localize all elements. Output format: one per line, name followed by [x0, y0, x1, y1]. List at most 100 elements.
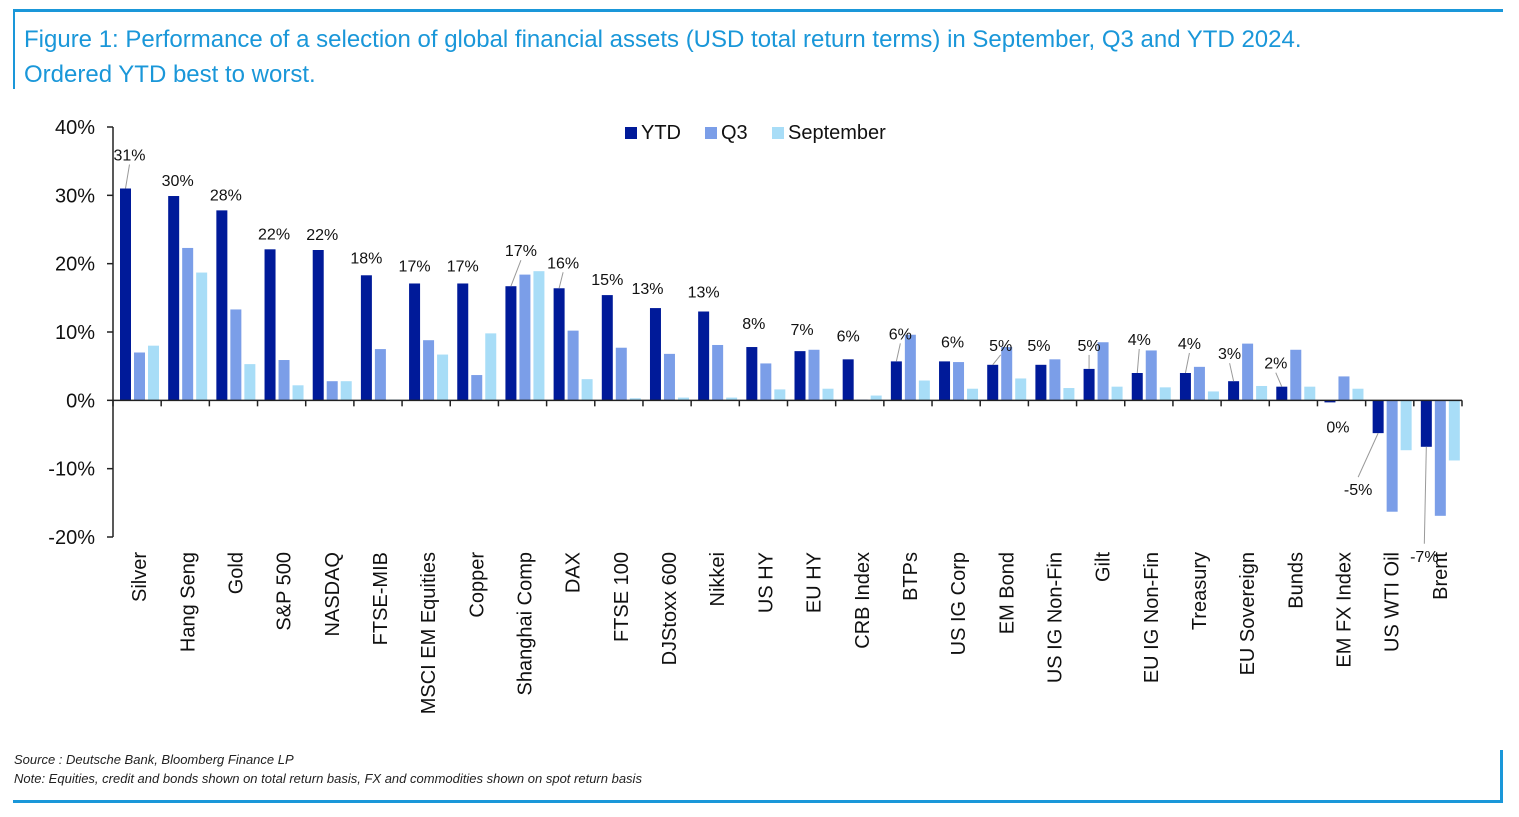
bar-ytd-eu-ig-non-fin	[1131, 373, 1143, 401]
x-category-label: Silver	[129, 552, 151, 602]
figure-title-line-1: Figure 1: Performance of a selection of …	[24, 26, 1302, 53]
frame-left-border	[13, 9, 15, 89]
data-label-ytd: 0%	[1326, 419, 1349, 436]
x-category-label: DJStoxx 600	[659, 552, 681, 665]
bar-september-us-hy	[774, 389, 786, 401]
bar-september-brent	[1448, 400, 1460, 461]
figure-title: Figure 1: Performance of a selection of …	[24, 22, 1504, 92]
legend-swatch-ytd	[625, 127, 637, 139]
x-category-label: CRB Index	[852, 552, 874, 649]
x-category-label: EU HY	[804, 552, 826, 613]
bar-q3-nasdaq	[326, 381, 338, 401]
bar-september-eu-hy	[822, 388, 834, 401]
data-label-leader	[510, 260, 522, 287]
data-label-ytd: 17%	[505, 243, 537, 260]
x-category-label: Shanghai Comp	[515, 552, 537, 695]
bar-ytd-us-wti-oil	[1372, 400, 1384, 434]
x-category-label: EU IG Non-Fin	[1141, 552, 1163, 683]
y-tick-label: 0%	[66, 390, 95, 412]
bar-q3-nikkei	[712, 344, 724, 401]
x-category-label: Gilt	[1093, 552, 1115, 582]
bar-ytd-us-ig-corp	[939, 361, 951, 401]
bar-september-nikkei	[726, 397, 738, 401]
data-label-ytd: 2%	[1264, 356, 1287, 373]
bar-q3-us-hy	[760, 363, 772, 401]
bar-september-dax	[581, 379, 593, 401]
bar-q3-copper	[471, 375, 483, 401]
bar-chart: 40% 30% 20% 10% 0% -10% -20% Silver Hang Seng Gol…	[48, 117, 1463, 714]
data-label-ytd: 18%	[350, 250, 382, 267]
data-label-ytd: 31%	[113, 148, 145, 165]
data-label-ytd: 15%	[591, 272, 623, 289]
bar-ytd-shanghai-comp	[505, 286, 517, 401]
x-category-label: Copper	[466, 552, 488, 618]
bar-september-hang-seng	[196, 272, 208, 401]
bar-september-s-p-500	[292, 385, 304, 401]
bar-september-bunds	[1304, 386, 1316, 401]
data-label-ytd: 17%	[399, 258, 431, 275]
bar-q3-s-p-500	[278, 360, 290, 401]
y-tick-label: -10%	[48, 459, 95, 481]
data-label-ytd: 13%	[688, 285, 720, 302]
data-label-leader	[1136, 348, 1140, 374]
data-label-ytd: 5%	[989, 338, 1012, 355]
bar-q3-shanghai-comp	[519, 274, 531, 401]
x-category-label: FTSE-MIB	[370, 552, 392, 645]
data-label-ytd: 6%	[941, 334, 964, 351]
frame-right-border	[1500, 750, 1503, 803]
bar-q3-dax	[567, 330, 579, 401]
bar-september-silver	[148, 345, 159, 401]
bar-ytd-crb-index	[842, 359, 854, 401]
data-label-ytd: 17%	[447, 258, 479, 275]
bar-ytd-us-ig-non-fin	[1035, 364, 1047, 401]
x-category-label: NASDAQ	[322, 552, 344, 636]
x-category-label: DAX	[563, 552, 585, 593]
data-label-ytd: 22%	[258, 226, 290, 243]
bar-september-gold	[244, 364, 256, 401]
legend-label-q3: Q3	[721, 122, 748, 144]
bars-group	[120, 188, 1460, 516]
bar-september-eu-ig-non-fin	[1159, 387, 1171, 401]
data-label-leader	[1184, 352, 1190, 374]
x-category-label: FTSE 100	[611, 552, 633, 642]
data-label-ytd: 16%	[547, 255, 579, 272]
bar-ytd-us-hy	[746, 347, 758, 401]
x-category-label: Treasury	[1189, 552, 1211, 630]
bar-ytd-em-bond	[987, 364, 999, 401]
bar-september-treasury	[1207, 391, 1219, 401]
data-label-leader	[1423, 446, 1427, 544]
x-category-label: EM FX Index	[1334, 552, 1356, 668]
data-label-ytd: 13%	[631, 281, 663, 298]
bar-q3-djstoxx-600	[663, 353, 675, 401]
data-label-ytd: 7%	[790, 322, 813, 339]
bar-ytd-copper	[457, 283, 469, 401]
bar-september-msci-em-equities	[437, 354, 449, 401]
bar-september-eu-sovereign	[1256, 385, 1268, 401]
x-category-label: Hang Seng	[177, 552, 199, 652]
legend-label-ytd: YTD	[641, 122, 681, 144]
bar-september-nasdaq	[340, 381, 352, 401]
bar-q3-eu-hy	[808, 349, 820, 401]
bar-ytd-ftse-100	[601, 295, 613, 401]
bar-ytd-brent	[1420, 400, 1432, 447]
x-category-label: US WTI Oil	[1382, 552, 1404, 652]
bar-q3-us-wti-oil	[1386, 400, 1398, 512]
data-label-leader	[992, 354, 1002, 366]
bar-september-crb-index	[870, 395, 882, 401]
bar-ytd-hang-seng	[168, 196, 180, 401]
x-category-label: EU Sovereign	[1237, 552, 1259, 675]
bar-q3-silver	[134, 352, 145, 401]
bar-september-btps	[918, 380, 930, 401]
y-tick-label: 30%	[55, 185, 95, 207]
x-category-label: Brent	[1430, 552, 1452, 600]
data-label-ytd: 28%	[210, 187, 242, 204]
legend: YTD Q3 September	[625, 122, 886, 144]
x-category-label: S&P 500	[274, 552, 296, 631]
x-category-label: EM Bond	[996, 552, 1018, 634]
bar-september-ftse-100	[629, 398, 641, 401]
bar-q3-gold	[230, 309, 242, 401]
legend-swatch-september	[772, 127, 784, 139]
bar-ytd-eu-sovereign	[1228, 381, 1240, 401]
data-label-leader	[1357, 432, 1379, 478]
bar-september-em-fx-index	[1352, 388, 1364, 401]
